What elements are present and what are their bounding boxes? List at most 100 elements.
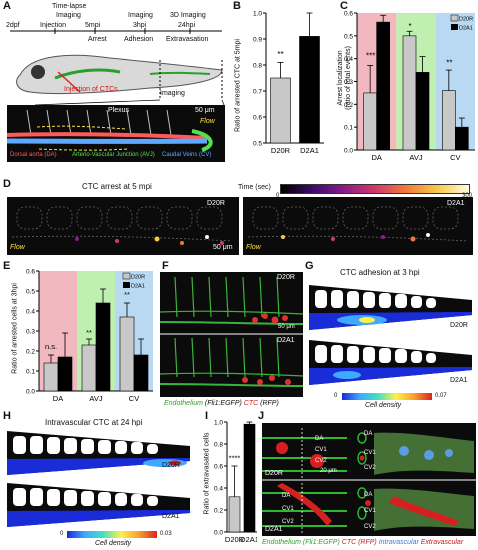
ctc-dots bbox=[75, 235, 224, 245]
flow-label-d: Flow bbox=[10, 244, 25, 251]
caption-endothelium: Endothelium bbox=[164, 400, 203, 407]
bar bbox=[402, 35, 417, 151]
x-tick-label: D20R bbox=[225, 535, 245, 544]
h-colorbar bbox=[67, 531, 157, 538]
caption-fli1: (Fli1:EGFP) bbox=[204, 400, 242, 407]
x-tick-label: DA bbox=[371, 153, 381, 162]
x-tick-label: D2A1 bbox=[300, 146, 319, 155]
panel-label-h: H bbox=[3, 410, 11, 422]
chart-e: 0.0 0.1 0.2 0.3 0.4 0.5 0.6 DA AVJ CV n.s. ** ** D20R… bbox=[26, 269, 153, 403]
ylabel-b: Ratio of arrested CTC at 5mpi bbox=[234, 39, 242, 132]
y-tick-label: 0.6 bbox=[26, 269, 35, 276]
injection-needle bbox=[57, 71, 81, 93]
j-d20r-render bbox=[374, 432, 474, 475]
g-cb-max: 0.07 bbox=[435, 393, 447, 399]
avj-region bbox=[191, 129, 213, 152]
time-min: 0 bbox=[276, 193, 280, 199]
panel-label-f: F bbox=[162, 260, 169, 272]
y-tick-label: 0.4 bbox=[214, 486, 223, 493]
j-label-cv1-2: CV1 bbox=[364, 450, 376, 456]
label-injection-ctcs: Injection of CTCs bbox=[64, 86, 118, 93]
g-tag-top: D20R bbox=[450, 322, 468, 329]
endothelium-bottom bbox=[159, 337, 304, 387]
legend-avj: Arterio-Vascular Junction (AVJ) bbox=[72, 152, 155, 158]
y-tick-label: 0.6 bbox=[253, 115, 262, 122]
j-label-cv2: CV2 bbox=[315, 458, 327, 464]
legend-swatch-d20r bbox=[450, 14, 459, 22]
panel-a-schematic bbox=[10, 28, 225, 106]
legend-swatch-d2a1 bbox=[123, 282, 130, 288]
y-tick-label: 0.4 bbox=[26, 309, 35, 316]
panel-label-e: E bbox=[3, 260, 11, 272]
f-tag-top: D20R bbox=[277, 274, 295, 281]
time-3hpi: 3hpi bbox=[133, 22, 147, 29]
time-5mpi: 5mpi bbox=[85, 22, 101, 29]
scale-bar-f: 50 μm bbox=[278, 324, 295, 330]
scale-bar-d: 50 μm bbox=[213, 244, 233, 251]
j-d20r-cross bbox=[357, 432, 367, 465]
f-micrograph bbox=[159, 272, 304, 397]
time-label: Time (sec) bbox=[238, 184, 271, 191]
legend-label-d2a1: D2A1 bbox=[459, 26, 473, 32]
significance-marker: ** bbox=[446, 59, 452, 68]
y-tick-label: 0.0 bbox=[344, 148, 353, 155]
y-tick-label: 0.4 bbox=[344, 56, 353, 63]
chart-c: 0.00.10.20.30.40.50.6DA AVJ CV******D20RD2… bbox=[344, 11, 475, 162]
label-time-lapse: Time-lapse bbox=[52, 3, 87, 10]
panel-label-a: A bbox=[3, 0, 11, 12]
time-injection: Injection bbox=[40, 22, 67, 29]
g-tag-bottom: D2A1 bbox=[450, 377, 468, 384]
scale-bar-a: 50 μm bbox=[195, 107, 215, 114]
j-label-da-3: DA bbox=[282, 493, 291, 499]
phase-adhesion: Adhesion bbox=[124, 36, 154, 43]
g-cb-label: Cell density bbox=[365, 402, 402, 409]
bar bbox=[363, 92, 377, 151]
j-label-da-4: DA bbox=[364, 492, 373, 498]
bar bbox=[455, 126, 469, 151]
y-tick-label: 0.1 bbox=[344, 125, 353, 132]
h-cb-min: 0 bbox=[60, 531, 64, 537]
h-heatmaps bbox=[7, 431, 190, 527]
d20r-tag: D20R bbox=[207, 200, 225, 207]
j-label-cv1: CV1 bbox=[315, 447, 327, 453]
y-tick-label: 0.2 bbox=[214, 508, 223, 515]
y-tick-label: 0.6 bbox=[344, 11, 353, 18]
heatmap-d20r bbox=[309, 285, 472, 330]
j-d2a1-render bbox=[374, 488, 474, 531]
h-cb-label: Cell density bbox=[95, 540, 132, 547]
y-tick-label: 0.6 bbox=[214, 464, 223, 471]
bar bbox=[228, 496, 241, 533]
vessel-outlines bbox=[247, 206, 469, 242]
j-label-cv1-4: CV1 bbox=[364, 508, 376, 514]
x-tick-label: AVJ bbox=[89, 394, 102, 403]
vessel-outlines bbox=[11, 206, 233, 242]
label-imaging-2: Imaging bbox=[128, 12, 153, 19]
bar bbox=[133, 354, 149, 392]
y-tick-label: 0.1 bbox=[26, 369, 35, 376]
y-tick-label: 0.3 bbox=[26, 329, 35, 336]
label-3d-imaging: 3D Imaging bbox=[170, 12, 206, 19]
bar bbox=[95, 302, 111, 392]
heatmap-d2a1 bbox=[309, 340, 472, 385]
time-colorbar bbox=[280, 184, 470, 194]
significance-marker: ** bbox=[86, 328, 92, 337]
h-tag-bottom: D2A1 bbox=[162, 513, 180, 520]
y-tick-label: 0.8 bbox=[253, 63, 262, 70]
j-d2a1-cross bbox=[357, 487, 371, 520]
vasculature-tail bbox=[149, 71, 211, 75]
bar bbox=[43, 362, 59, 392]
y-tick-label: 0.2 bbox=[26, 349, 35, 356]
panel-label-i: I bbox=[205, 410, 209, 422]
g-heatmaps bbox=[309, 285, 472, 385]
bar bbox=[119, 316, 135, 392]
label-imaging-1: Imaging bbox=[56, 12, 81, 19]
j-label-da-2: DA bbox=[364, 431, 373, 437]
panel-label-g: G bbox=[305, 260, 314, 272]
time-max: 300 bbox=[462, 193, 473, 199]
ylabel-e: Ratio of arrested cells at 3hpi bbox=[11, 283, 19, 374]
phase-extravasation: Extravasation bbox=[166, 36, 209, 43]
plexus-label: Plexus bbox=[108, 107, 130, 114]
panel-label-d: D bbox=[3, 178, 11, 190]
phase-arrest: Arrest bbox=[88, 36, 107, 43]
